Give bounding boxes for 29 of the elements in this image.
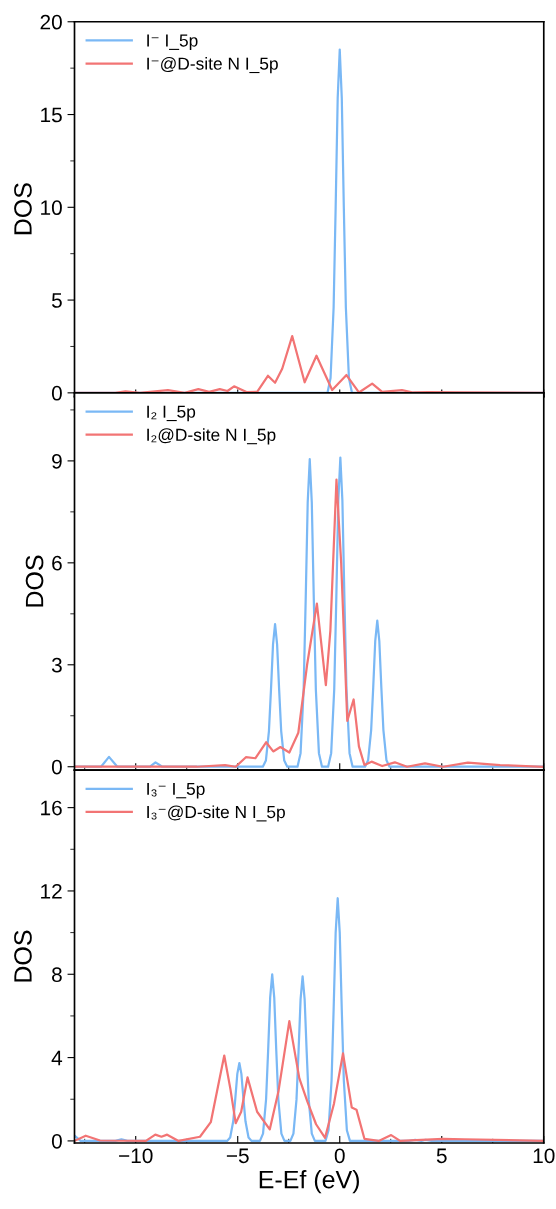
x-tick-label: −10 [119,1148,153,1164]
y-axis-title: DOS [25,555,44,607]
legend-label: I₃⁻ I_5p [147,782,205,799]
y-tick-label: 16 [41,800,62,816]
y-tick-label: 20 [40,14,62,30]
legend-label: I₂@D-site N I_5p [147,428,276,445]
y-tick-label: 0 [51,1133,62,1149]
y-tick-label: 15 [41,107,62,123]
y-tick-label: 0 [51,759,62,775]
y-tick-label: 8 [52,967,62,983]
y-tick-label: 12 [41,883,62,899]
y-tick-label: 6 [52,555,62,571]
y-tick-label: 0 [51,385,62,401]
y-tick-label: 5 [51,293,62,308]
legend-label: I⁻@D-site N I_5p [147,57,278,74]
y-tick-label: 9 [52,453,62,469]
legend-label: I⁻ I_5p [147,34,198,51]
y-tick-label: 4 [51,1050,63,1066]
x-axis-title: E-Ef (eV) [259,1170,359,1194]
y-axis-title: DOS [14,183,32,235]
legend-label: I₂ I_5p [147,405,196,422]
y-axis-title: DOS [14,930,32,982]
legend-label: I₃⁻@D-site N I_5p [147,805,285,822]
y-tick-label: 3 [51,657,62,673]
x-tick-label: 0 [334,1148,345,1164]
y-tick-label: 10 [41,200,62,216]
x-tick-label: −5 [226,1148,249,1164]
x-tick-label: 10 [533,1148,555,1164]
x-tick-label: 5 [436,1148,447,1164]
